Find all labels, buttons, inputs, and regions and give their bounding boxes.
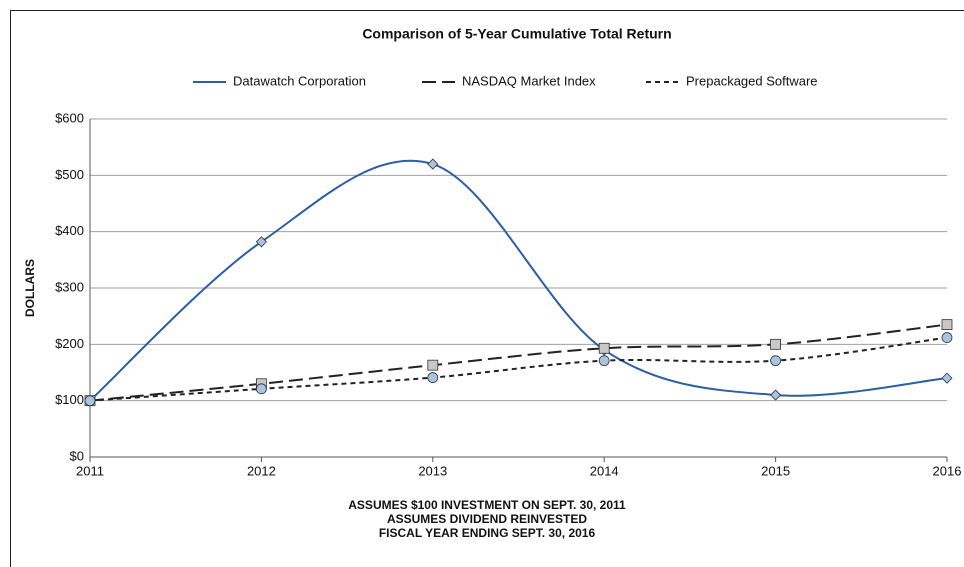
y-tick-label: $200 [55, 336, 84, 351]
marker [598, 342, 610, 354]
marker [941, 332, 953, 343]
x-tick-label: 2016 [933, 463, 962, 478]
x-tick-label: 2012 [247, 463, 276, 478]
y-tick-label: $400 [55, 223, 84, 238]
legend-label: Prepackaged Software [686, 73, 818, 88]
marker [427, 359, 439, 371]
marker [255, 383, 267, 395]
marker [770, 355, 781, 367]
series-line [89, 323, 948, 402]
note: ASSUMES DIVIDEND REINVESTED [387, 512, 587, 526]
legend-label: Datawatch Corporation [233, 73, 366, 88]
y-axis-label: DOLLARS [23, 259, 37, 317]
marker [84, 395, 96, 407]
marker [427, 372, 439, 383]
marker [427, 158, 439, 170]
series-line [89, 159, 948, 402]
marker [941, 372, 953, 384]
marker [598, 355, 610, 367]
series-line [89, 336, 948, 402]
x-tick-label: 2011 [76, 463, 104, 478]
x-tick-label: 2013 [418, 463, 447, 478]
note: FISCAL YEAR ENDING SEPT. 30, 2016 [379, 526, 596, 540]
marker [941, 319, 953, 331]
y-tick-label: $100 [55, 392, 84, 407]
marker [770, 338, 781, 350]
y-tick-label: $500 [55, 167, 84, 182]
note: ASSUMES $100 INVESTMENT ON SEPT. 30, 201… [348, 498, 626, 512]
x-tick-label: 2015 [761, 463, 790, 478]
frame [10, 10, 964, 567]
chart-title: Comparison of 5-Year Cumulative Total Re… [362, 26, 671, 42]
y-tick-label: $600 [55, 110, 84, 125]
legend-label: NASDAQ Market Index [462, 73, 596, 88]
marker [770, 389, 782, 401]
y-tick-label: $0 [70, 448, 84, 463]
marker [255, 236, 267, 248]
y-tick-label: $300 [55, 279, 84, 294]
x-tick-label: 2014 [590, 463, 619, 478]
